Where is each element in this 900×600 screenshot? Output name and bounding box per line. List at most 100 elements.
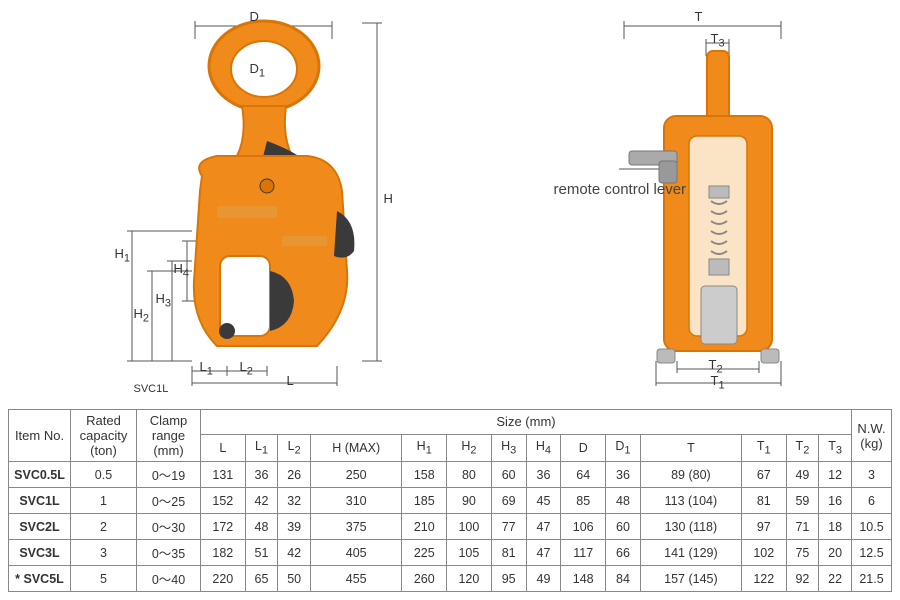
cell-clamp: 0～19: [137, 462, 201, 488]
dim-header: H (MAX): [310, 434, 401, 461]
cell-dim: 260: [402, 566, 447, 592]
cell-clamp: 0～35: [137, 540, 201, 566]
table-row: SVC3L30～351825142405225105814711766141 (…: [9, 540, 892, 566]
cell-dim: 130 (118): [640, 514, 741, 540]
cell-dim: 152: [201, 488, 246, 514]
cell-item: SVC3L: [9, 540, 71, 566]
cell-dim: 117: [561, 540, 606, 566]
cell-clamp: 0～25: [137, 488, 201, 514]
cell-dim: 84: [606, 566, 641, 592]
cell-dim: 75: [786, 540, 819, 566]
cell-dim: 64: [561, 462, 606, 488]
cell-nw: 12.5: [852, 540, 892, 566]
cell-rated: 0.5: [71, 462, 137, 488]
cell-dim: 65: [245, 566, 278, 592]
cell-dim: 26: [278, 462, 311, 488]
remote-lever-label: remote control lever: [554, 181, 687, 198]
cell-clamp: 0～40: [137, 566, 201, 592]
cell-dim: 185: [402, 488, 447, 514]
cell-dim: 220: [201, 566, 246, 592]
cell-dim: 60: [606, 514, 641, 540]
col-nw: N.W. (kg): [852, 410, 892, 462]
cell-dim: 225: [402, 540, 447, 566]
dim-header: T: [640, 434, 741, 461]
cell-dim: 36: [245, 462, 278, 488]
dim-header: L2: [278, 434, 311, 461]
cell-dim: 148: [561, 566, 606, 592]
cell-dim: 18: [819, 514, 852, 540]
cell-dim: 67: [741, 462, 786, 488]
dim-header: H1: [402, 434, 447, 461]
cell-dim: 210: [402, 514, 447, 540]
cell-dim: 310: [310, 488, 401, 514]
cell-rated: 1: [71, 488, 137, 514]
cell-dim: 455: [310, 566, 401, 592]
cell-dim: 12: [819, 462, 852, 488]
cell-dim: 131: [201, 462, 246, 488]
cell-dim: 60: [491, 462, 526, 488]
spec-table: Item No. Rated capacity (ton) Clamp rang…: [8, 409, 892, 592]
spec-body: SVC0.5L0.50～191313626250158806036643689 …: [9, 462, 892, 592]
cell-dim: 47: [526, 540, 561, 566]
dim-H4: H4: [174, 261, 190, 280]
dim-L2: L2: [240, 359, 253, 378]
model-label: SVC1L: [134, 383, 169, 395]
col-rated: Rated capacity (ton): [71, 410, 137, 462]
cell-dim: 89 (80): [640, 462, 741, 488]
cell-dim: 39: [278, 514, 311, 540]
cell-dim: 157 (145): [640, 566, 741, 592]
cell-rated: 5: [71, 566, 137, 592]
cell-dim: 45: [526, 488, 561, 514]
cell-rated: 2: [71, 514, 137, 540]
cell-dim: 49: [526, 566, 561, 592]
cell-dim: 69: [491, 488, 526, 514]
cell-nw: 6: [852, 488, 892, 514]
cell-nw: 21.5: [852, 566, 892, 592]
cell-nw: 10.5: [852, 514, 892, 540]
cell-dim: 85: [561, 488, 606, 514]
cell-dim: 102: [741, 540, 786, 566]
front-view: D D1 H H1 H2 H3 H4 L L1 L2 SVC1L: [72, 11, 402, 401]
table-row: * SVC5L50～402206550455260120954914884157…: [9, 566, 892, 592]
cell-dim: 113 (104): [640, 488, 741, 514]
cell-dim: 100: [447, 514, 492, 540]
dim-header: H2: [447, 434, 492, 461]
dim-L1: L1: [200, 359, 213, 378]
table-row: SVC2L20～301724839375210100774710660130 (…: [9, 514, 892, 540]
cell-dim: 71: [786, 514, 819, 540]
dim-D1: D1: [250, 61, 266, 80]
dim-T: T: [695, 9, 703, 24]
cell-dim: 122: [741, 566, 786, 592]
cell-dim: 95: [491, 566, 526, 592]
dim-H1: H1: [115, 246, 131, 265]
cell-dim: 16: [819, 488, 852, 514]
cell-dim: 59: [786, 488, 819, 514]
cell-dim: 80: [447, 462, 492, 488]
side-view: T T3 T2 T1 remote control lever: [529, 11, 829, 401]
dim-header: H4: [526, 434, 561, 461]
cell-item: SVC0.5L: [9, 462, 71, 488]
col-clamp: Clamp range (mm): [137, 410, 201, 462]
cell-dim: 92: [786, 566, 819, 592]
cell-dim: 42: [245, 488, 278, 514]
cell-dim: 81: [741, 488, 786, 514]
cell-dim: 49: [786, 462, 819, 488]
cell-dim: 66: [606, 540, 641, 566]
dim-D: D: [250, 9, 259, 24]
cell-dim: 36: [606, 462, 641, 488]
dim-T1: T1: [711, 373, 725, 392]
cell-dim: 50: [278, 566, 311, 592]
dim-header: L: [201, 434, 246, 461]
cell-dim: 105: [447, 540, 492, 566]
dim-T3: T3: [711, 31, 725, 50]
cell-item: SVC1L: [9, 488, 71, 514]
dim-header: D: [561, 434, 606, 461]
cell-dim: 48: [245, 514, 278, 540]
cell-dim: 81: [491, 540, 526, 566]
cell-dim: 22: [819, 566, 852, 592]
table-row: SVC0.5L0.50～191313626250158806036643689 …: [9, 462, 892, 488]
dim-H3: H3: [156, 291, 172, 310]
dim-header: D1: [606, 434, 641, 461]
dim-H: H: [384, 191, 393, 206]
cell-rated: 3: [71, 540, 137, 566]
